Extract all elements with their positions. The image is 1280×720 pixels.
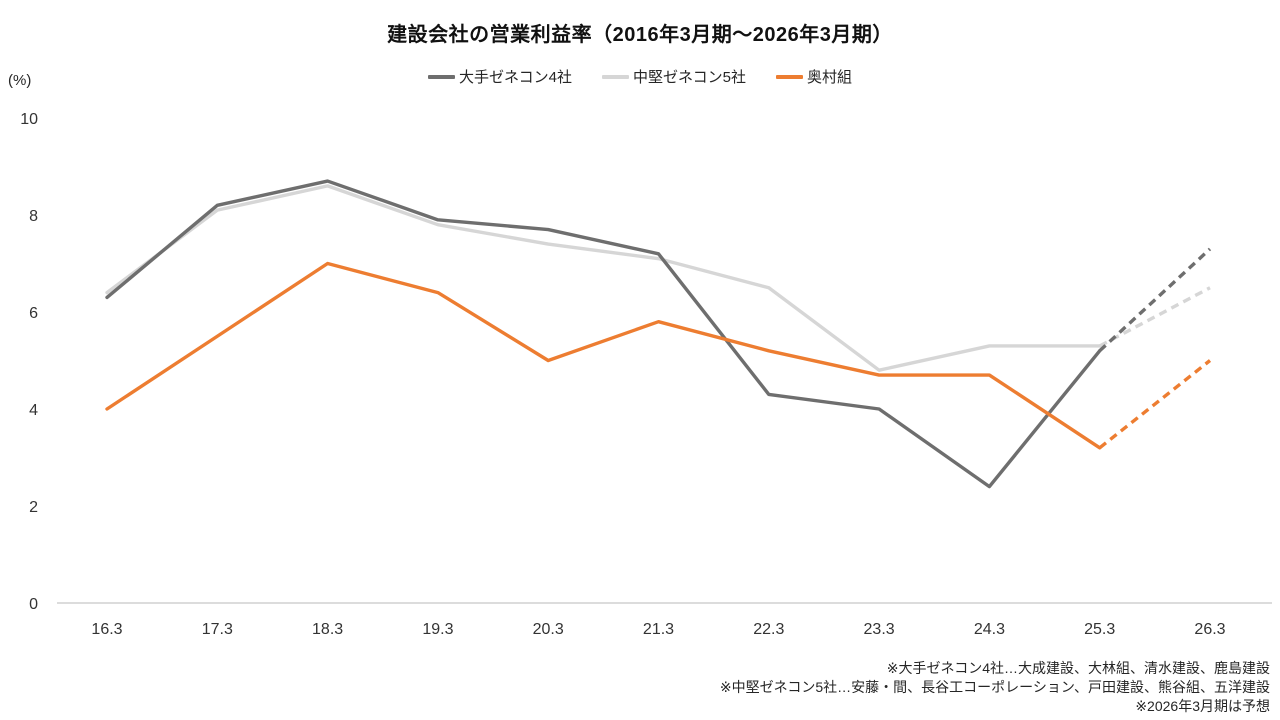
footnotes: ※大手ゼネコン4社…大成建設、大林組、清水建設、鹿島建設 ※中堅ゼネコン5社…安… xyxy=(720,659,1270,716)
legend-swatch-orange-line-icon xyxy=(776,74,804,79)
legend-item-okumura: 奥村組 xyxy=(776,66,852,87)
legend: 大手ゼネコン4社 中堅ゼネコン5社 奥村組 xyxy=(0,66,1280,87)
y-tick-label: 2 xyxy=(29,499,38,516)
footnote-major-contractors: ※大手ゼネコン4社…大成建設、大林組、清水建設、鹿島建設 xyxy=(886,660,1270,676)
footnote-midsize-contractors: ※中堅ゼネコン5社…安藤・間、長谷工コーポレーション、戸田建設、熊谷組、五洋建設 xyxy=(719,679,1270,695)
y-tick-label: 6 xyxy=(29,305,38,322)
x-tick-label: 19.3 xyxy=(422,621,453,638)
x-tick-label: 22.3 xyxy=(753,621,784,638)
x-tick-label: 16.3 xyxy=(91,621,122,638)
x-tick-label: 24.3 xyxy=(974,621,1005,638)
x-tick-label: 25.3 xyxy=(1084,621,1115,638)
y-tick-label: 4 xyxy=(29,402,38,419)
y-tick-label: 0 xyxy=(29,596,38,613)
series-line-solid-0 xyxy=(105,179,1102,489)
series-line-forecast-dashed-0 xyxy=(1098,247,1212,353)
x-tick-label: 23.3 xyxy=(864,621,895,638)
legend-item-major-contractors: 大手ゼネコン4社 xyxy=(427,66,572,87)
legend-item-midsize-contractors: 中堅ゼネコン5社 xyxy=(601,66,747,87)
legend-label: 中堅ゼネコン5社 xyxy=(632,69,747,86)
footnote-forecast: ※2026年3月期は予想 xyxy=(1135,698,1270,714)
x-tick-label: 17.3 xyxy=(202,621,233,638)
x-tick-label: 18.3 xyxy=(312,621,343,638)
legend-label: 大手ゼネコン4社 xyxy=(458,69,572,86)
chart-title: 建設会社の営業利益率（2016年3月期～2026年3月期） xyxy=(387,24,893,46)
series-line-solid-2 xyxy=(105,261,1102,450)
series-line-forecast-dashed-2 xyxy=(1098,359,1212,450)
legend-label: 奥村組 xyxy=(807,69,853,86)
x-tick-label: 20.3 xyxy=(533,621,564,638)
legend-swatch-light-gray-line-icon xyxy=(601,74,629,79)
legend-swatch-dark-gray-line-icon xyxy=(427,74,455,79)
series-line-forecast-dashed-1 xyxy=(1098,286,1211,348)
x-tick-label: 21.3 xyxy=(643,621,674,638)
y-axis-unit-label: (%) xyxy=(8,72,32,89)
y-tick-label: 8 xyxy=(29,208,38,225)
x-tick-label: 26.3 xyxy=(1194,621,1225,638)
y-tick-label: 10 xyxy=(20,111,38,128)
series-line-solid-1 xyxy=(105,184,1102,372)
